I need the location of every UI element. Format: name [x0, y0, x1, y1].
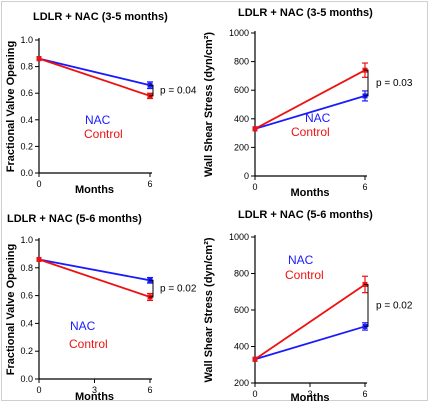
x-axis-label: Months: [75, 391, 114, 403]
y-tick-label: 1.0: [20, 35, 33, 45]
y-tick-label: 1000: [229, 28, 249, 38]
y-tick-label: 0.2: [20, 346, 33, 356]
y-tick-label: 800: [234, 57, 249, 67]
y-tick-label: 200: [234, 142, 249, 152]
data-point: [36, 256, 42, 262]
x-tick-label: 3: [92, 385, 97, 395]
x-tick-label: 6: [362, 182, 367, 192]
x-tick-label: 0: [36, 385, 41, 395]
y-axis-label: Wall Shear Stress (dyn/cm²): [203, 237, 215, 382]
x-axis-label: Months: [290, 187, 329, 199]
chart-title: LDLR + NAC (3-5 months): [33, 11, 168, 23]
significance-bracket: [364, 69, 369, 97]
significance-bracket: [364, 283, 369, 327]
y-tick-label: 0.8: [20, 263, 33, 273]
data-point: [252, 356, 258, 362]
y-tick-label: 400: [234, 114, 249, 124]
significance-bracket: [149, 279, 154, 298]
y-tick-label: 600: [234, 305, 249, 315]
y-tick-label: 1000: [229, 232, 249, 242]
p-value-label: p = 0.02: [160, 284, 197, 295]
data-point: [36, 56, 42, 62]
series-line-nac: [254, 95, 366, 130]
legend-control: Control: [84, 127, 123, 141]
y-tick-label: 200: [234, 378, 249, 388]
legend-control: Control: [291, 125, 330, 139]
x-tick-label: 6: [362, 389, 367, 399]
x-tick-label: 0: [252, 389, 257, 399]
legend-control: Control: [285, 268, 324, 282]
y-tick-label: 0: [244, 171, 249, 181]
x-axis-label: Months: [290, 392, 329, 404]
y-tick-label: 400: [234, 342, 249, 352]
legend-control: Control: [69, 337, 108, 351]
p-value-label: p = 0.04: [160, 86, 197, 97]
x-tick-label: 0: [36, 179, 41, 189]
series-line-control: [254, 69, 366, 130]
y-tick-label: 0.4: [20, 318, 33, 328]
chart-panel-3: LDLR + NAC (5-6 months) Fractional Valve …: [5, 213, 197, 403]
chart-panel-2: LDLR + NAC (3-5 months) Wall Shear Stress…: [203, 7, 413, 199]
legend-nac: NAC: [305, 111, 331, 125]
p-value-label: p = 0.02: [376, 300, 413, 311]
x-tick-label: 6: [147, 179, 152, 189]
series-line-nac: [38, 57, 151, 87]
y-axis-label: Fractional Valve Opening: [5, 41, 17, 172]
x-tick-label: 3: [307, 389, 312, 399]
y-axis-label: Fractional Valve Opening: [5, 244, 17, 375]
x-axis-label: Months: [75, 184, 114, 196]
y-axis-label: Wall Shear Stress (dyn/cm²): [203, 32, 215, 177]
y-tick-label: 0.0: [20, 168, 33, 178]
y-tick-label: 600: [234, 85, 249, 95]
series-line-control: [38, 258, 151, 298]
legend-nac: NAC: [288, 253, 314, 267]
significance-bracket: [149, 84, 154, 97]
legend-nac: NAC: [85, 113, 111, 127]
series-line-control: [254, 283, 366, 361]
chart-panel-1: LDLR + NAC (3-5 months) Fractional Valve …: [5, 11, 197, 196]
p-value-label: p = 0.03: [376, 78, 413, 89]
y-tick-label: 0.4: [20, 115, 33, 125]
series-line-control: [38, 57, 151, 97]
series-line-nac: [38, 258, 151, 282]
series-line-nac: [254, 325, 366, 361]
y-tick-label: 1.0: [20, 235, 33, 245]
data-point: [252, 126, 258, 132]
x-tick-label: 0: [252, 182, 257, 192]
chart-title: LDLR + NAC (5-6 months): [7, 213, 142, 225]
y-tick-label: 0.6: [20, 291, 33, 301]
chart-panel-4: LDLR + NAC (5-6 months) Wall Shear Stress…: [203, 209, 413, 404]
y-tick-label: 800: [234, 269, 249, 279]
chart-title: LDLR + NAC (5-6 months): [238, 209, 373, 221]
y-tick-label: 0.6: [20, 88, 33, 98]
x-tick-label: 6: [147, 385, 152, 395]
chart-title: LDLR + NAC (3-5 months): [238, 7, 373, 19]
legend-nac: NAC: [70, 319, 96, 333]
y-tick-label: 0.2: [20, 141, 33, 151]
y-tick-label: 0.0: [20, 374, 33, 384]
y-tick-label: 0.8: [20, 62, 33, 72]
